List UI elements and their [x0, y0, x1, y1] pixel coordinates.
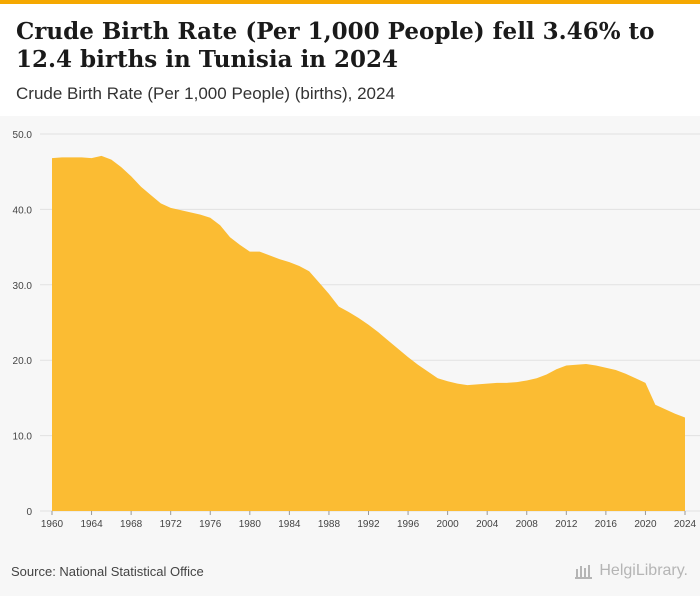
x-tick-label: 1964 [80, 519, 103, 530]
x-tick-label: 1960 [41, 519, 64, 530]
chart-area: 0 10.0 20.0 30.0 40.0 50.0 1960 1964 1968 1972 19… [0, 116, 700, 556]
x-tick-label: 2004 [476, 519, 499, 530]
x-tick-label: 1984 [278, 519, 301, 530]
y-tick-label: 40.0 [13, 205, 33, 216]
x-tick-label: 1992 [357, 519, 380, 530]
x-tick-label: 1988 [318, 519, 341, 530]
x-tick-label: 2024 [674, 519, 697, 530]
area-chart: 010.020.030.040.050.0 1960 1964 1968 1972 19… [13, 130, 700, 530]
brand-logo[interactable]: HelgiLibrary. [575, 562, 688, 580]
x-tick-label: 2016 [595, 519, 618, 530]
header: Crude Birth Rate (Per 1,000 People) fell… [0, 4, 700, 116]
x-tick-label: 1972 [160, 519, 183, 530]
x-tick-label: 1980 [239, 519, 262, 530]
page-title: Crude Birth Rate (Per 1,000 People) fell… [16, 18, 655, 73]
y-tick-label: 30.0 [13, 281, 33, 292]
library-icon [575, 565, 593, 579]
x-tick-label: 1996 [397, 519, 420, 530]
x-tick-label: 2008 [516, 519, 539, 530]
y-axis-ticks: 0 10.0 20.0 30.0 40.0 50.0 [13, 130, 33, 518]
source-note: Source: National Statistical Office [11, 564, 204, 579]
x-tick-label: 1968 [120, 519, 143, 530]
accent-bar [0, 0, 700, 4]
y-tick-label: 50.0 [13, 130, 33, 141]
footer: Source: National Statistical Office Helg… [0, 556, 700, 596]
brand-name: HelgiLibrary. [599, 562, 688, 579]
y-tick-label: 20.0 [13, 356, 33, 367]
chart-subtitle: Crude Birth Rate (Per 1,000 People) (bir… [16, 84, 395, 103]
y-tick-label: 10.0 [13, 432, 33, 443]
y-tick-label: 0 [26, 507, 32, 518]
x-tick-label: 2020 [634, 519, 657, 530]
series-area [52, 155, 685, 511]
x-tick-label: 1976 [199, 519, 222, 530]
x-tick-label: 2012 [555, 519, 578, 530]
x-axis-ticks: 1960 1964 1968 1972 1976 1980 1984 1988 1992 1996… [41, 511, 697, 530]
x-tick-label: 2000 [437, 519, 460, 530]
area-layer [52, 155, 685, 511]
